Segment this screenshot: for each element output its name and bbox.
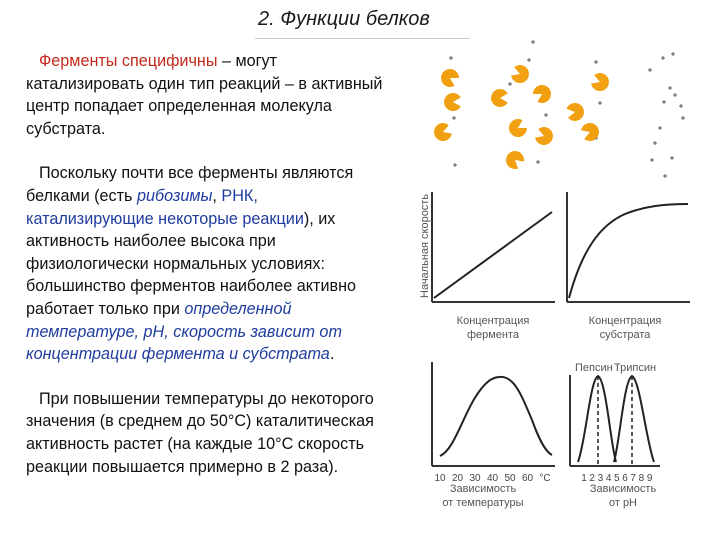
ph-tick: 7 xyxy=(630,473,636,484)
substrate-dot xyxy=(594,60,598,64)
p2-d: . xyxy=(329,345,335,364)
substrate-molecules xyxy=(449,40,685,178)
pepsin-curve xyxy=(577,374,617,463)
enzyme-pac xyxy=(508,118,527,137)
substrate-dot xyxy=(663,174,667,178)
substrate-dot xyxy=(452,116,456,120)
substrate-dot xyxy=(598,101,602,105)
substrate-dot xyxy=(673,93,677,97)
temp-tick: 60 xyxy=(522,473,534,484)
substrate-dot xyxy=(671,52,675,56)
substrate-dot xyxy=(658,126,662,130)
temp-tick: °C xyxy=(539,473,550,484)
term-ribozymes: рибозимы xyxy=(136,186,213,205)
substrate-dot xyxy=(508,82,512,86)
ph-tick: 5 xyxy=(614,473,620,484)
temperature-curve xyxy=(439,375,553,457)
ph-tick: 3 xyxy=(598,473,604,484)
substrate-dot xyxy=(544,113,548,117)
velocity-axis-label: Начальная скорость xyxy=(419,194,431,298)
substrate-dot xyxy=(668,86,672,90)
substrate-dot xyxy=(670,156,674,160)
slide-title: 2. Функции белков xyxy=(258,8,430,30)
temp-label-2: от температуры xyxy=(442,497,523,509)
enzyme-pac xyxy=(491,89,508,108)
temp-tick: 10 xyxy=(434,473,446,484)
ph-label-1: Зависимость xyxy=(590,483,657,495)
graph-enzyme-concentration xyxy=(431,192,555,303)
substrate-conc-label-1: Концентрация xyxy=(589,315,662,327)
ph-tick: 4 xyxy=(606,473,612,484)
highlight-conditions: определенной температуре, pH, скорость з… xyxy=(26,299,342,364)
substrate-dot xyxy=(531,40,535,44)
p1-rest: – могут катализировать один тип реакций … xyxy=(26,52,383,138)
paragraph-conditions: Поскольку почти все ферменты являются бе… xyxy=(26,162,386,365)
graph-temperature xyxy=(431,362,555,467)
graph-ph xyxy=(569,374,660,467)
enzyme-pac xyxy=(533,85,551,104)
substrate-dot xyxy=(681,116,685,120)
temperature-ticks: 10 20 30 40 50 60 °C xyxy=(434,473,550,484)
enzyme-pac xyxy=(581,122,599,141)
enzyme-conc-label-1: Концентрация xyxy=(457,315,530,327)
substrate-dot xyxy=(653,141,657,145)
enzyme-pac xyxy=(506,151,525,170)
highlight-specific: Ферменты специфичны xyxy=(39,52,218,70)
temp-tick: 50 xyxy=(504,473,516,484)
enzyme-pac xyxy=(511,65,529,84)
enzyme-conc-label-2: фермента xyxy=(467,329,520,341)
substrate-dot xyxy=(527,58,531,62)
temp-tick: 40 xyxy=(487,473,499,484)
p2-a: Поскольку почти все ферменты являются бе… xyxy=(26,164,354,205)
enzyme-molecules xyxy=(434,65,609,170)
substrate-dot xyxy=(661,56,665,60)
p2-c: ), их активность наиболее высока при физ… xyxy=(26,209,357,318)
ph-tick: 1 xyxy=(581,473,587,484)
temp-label-1: Зависимость xyxy=(450,483,517,495)
substrate-dot xyxy=(648,68,652,72)
substrate-dot xyxy=(536,160,540,164)
ph-tick: 9 xyxy=(647,473,653,484)
enzyme-pac xyxy=(444,92,461,111)
substrate-dot xyxy=(453,163,457,167)
substrate-dot xyxy=(449,56,453,60)
title-divider xyxy=(255,38,470,39)
enzyme-pac xyxy=(591,73,609,92)
substrate-dot xyxy=(650,158,654,162)
graph-substrate-concentration xyxy=(566,192,690,303)
body-text: Ферменты специфичны – могут катализирова… xyxy=(26,50,386,478)
trypsin-curve xyxy=(613,374,655,463)
temp-tick: 20 xyxy=(452,473,464,484)
substrate-dot xyxy=(662,100,666,104)
paragraph-temperature: При повышении температуры до некоторого … xyxy=(26,389,374,476)
ph-label-2: от pH xyxy=(609,497,637,509)
ph-tick: 8 xyxy=(639,473,645,484)
ph-tick: 2 xyxy=(589,473,595,484)
trypsin-label: Трипсин xyxy=(614,362,656,374)
linear-curve xyxy=(433,211,553,299)
enzyme-pac xyxy=(440,69,459,88)
enzyme-pac xyxy=(566,102,584,121)
enzyme-pac xyxy=(535,127,553,146)
pepsin-label: Пепсин xyxy=(575,362,613,374)
p2-b: , xyxy=(212,186,222,205)
saturation-curve xyxy=(568,203,689,299)
ph-tick: 6 xyxy=(622,473,628,484)
temp-tick: 30 xyxy=(469,473,481,484)
paragraph-specificity: Ферменты специфичны – могут катализирова… xyxy=(26,50,386,140)
term-rnk: РНК, катализирующие некоторые реакции xyxy=(26,186,304,228)
substrate-dot xyxy=(679,104,683,108)
enzyme-pac xyxy=(434,123,452,142)
substrate-conc-label-2: субстрата xyxy=(600,329,652,341)
